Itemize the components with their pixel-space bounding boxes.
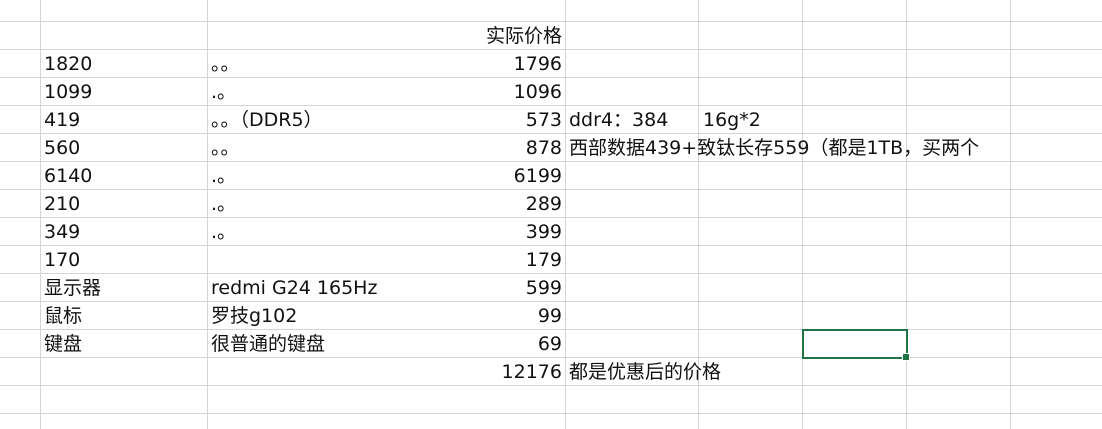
cell[interactable]: .。 xyxy=(211,193,237,215)
column-gridline xyxy=(207,0,208,429)
cell[interactable]: 878 xyxy=(525,137,562,159)
cell[interactable]: 罗技g102 xyxy=(211,305,298,327)
cell[interactable]: .。 xyxy=(211,81,237,103)
row-gridline xyxy=(0,329,1102,330)
cell[interactable]: 很普通的键盘 xyxy=(211,333,326,355)
row-gridline xyxy=(0,357,1102,358)
cell[interactable]: 599 xyxy=(525,277,562,299)
row-gridline xyxy=(0,413,1102,414)
row-gridline xyxy=(0,49,1102,50)
row-gridline xyxy=(0,189,1102,190)
cell[interactable]: 键盘 xyxy=(44,333,83,355)
cell[interactable]: 399 xyxy=(525,221,562,243)
cell[interactable]: redmi G24 165Hz xyxy=(211,277,378,299)
fill-handle[interactable] xyxy=(902,353,910,361)
selected-cell[interactable] xyxy=(802,329,908,359)
row-gridline xyxy=(0,21,1102,22)
cell[interactable]: 99 xyxy=(537,305,562,327)
cell[interactable]: 16g*2 xyxy=(703,109,761,131)
column-gridline xyxy=(40,0,41,429)
cell[interactable]: 6140 xyxy=(44,165,93,187)
cell[interactable]: 1796 xyxy=(513,53,562,75)
cell[interactable]: 419 xyxy=(44,109,81,131)
row-gridline xyxy=(0,217,1102,218)
row-gridline xyxy=(0,245,1102,246)
cell[interactable]: .。 xyxy=(211,221,237,243)
cell[interactable]: 都是优惠后的价格 xyxy=(569,361,722,383)
row-gridline xyxy=(0,301,1102,302)
row-gridline xyxy=(0,161,1102,162)
cell[interactable]: 289 xyxy=(525,193,562,215)
cell[interactable]: 。。（DDR5） xyxy=(211,109,323,131)
cell[interactable]: 实际价格 xyxy=(485,25,562,47)
cell[interactable]: 69 xyxy=(537,333,562,355)
row-gridline xyxy=(0,133,1102,134)
cell[interactable]: 。。 xyxy=(211,137,240,159)
cell[interactable]: 。。 xyxy=(211,53,240,75)
row-gridline xyxy=(0,385,1102,386)
cell[interactable]: 显示器 xyxy=(44,277,102,299)
cell[interactable]: 573 xyxy=(525,109,562,131)
cell[interactable]: 6199 xyxy=(513,165,562,187)
cell[interactable]: 12176 xyxy=(501,361,562,383)
row-gridline xyxy=(0,105,1102,106)
row-gridline xyxy=(0,273,1102,274)
cell[interactable]: 179 xyxy=(525,249,562,271)
cell[interactable]: .。 xyxy=(211,165,237,187)
cell[interactable]: 210 xyxy=(44,193,81,215)
column-gridline xyxy=(565,0,566,429)
cell[interactable]: 170 xyxy=(44,249,81,271)
column-gridline xyxy=(802,0,803,429)
column-gridline xyxy=(906,0,907,429)
cell[interactable]: 560 xyxy=(44,137,81,159)
cell[interactable]: 西部数据439+致钛长存559（都是1TB，买两个 xyxy=(569,137,980,159)
cell[interactable]: 鼠标 xyxy=(44,305,83,327)
column-gridline xyxy=(698,0,699,429)
cell[interactable]: ddr4：384 xyxy=(569,109,669,131)
cell[interactable]: 1820 xyxy=(44,53,93,75)
cell[interactable]: 1096 xyxy=(513,81,562,103)
cell[interactable]: 349 xyxy=(44,221,81,243)
column-gridline xyxy=(1010,0,1011,429)
row-gridline xyxy=(0,77,1102,78)
cell[interactable]: 1099 xyxy=(44,81,93,103)
